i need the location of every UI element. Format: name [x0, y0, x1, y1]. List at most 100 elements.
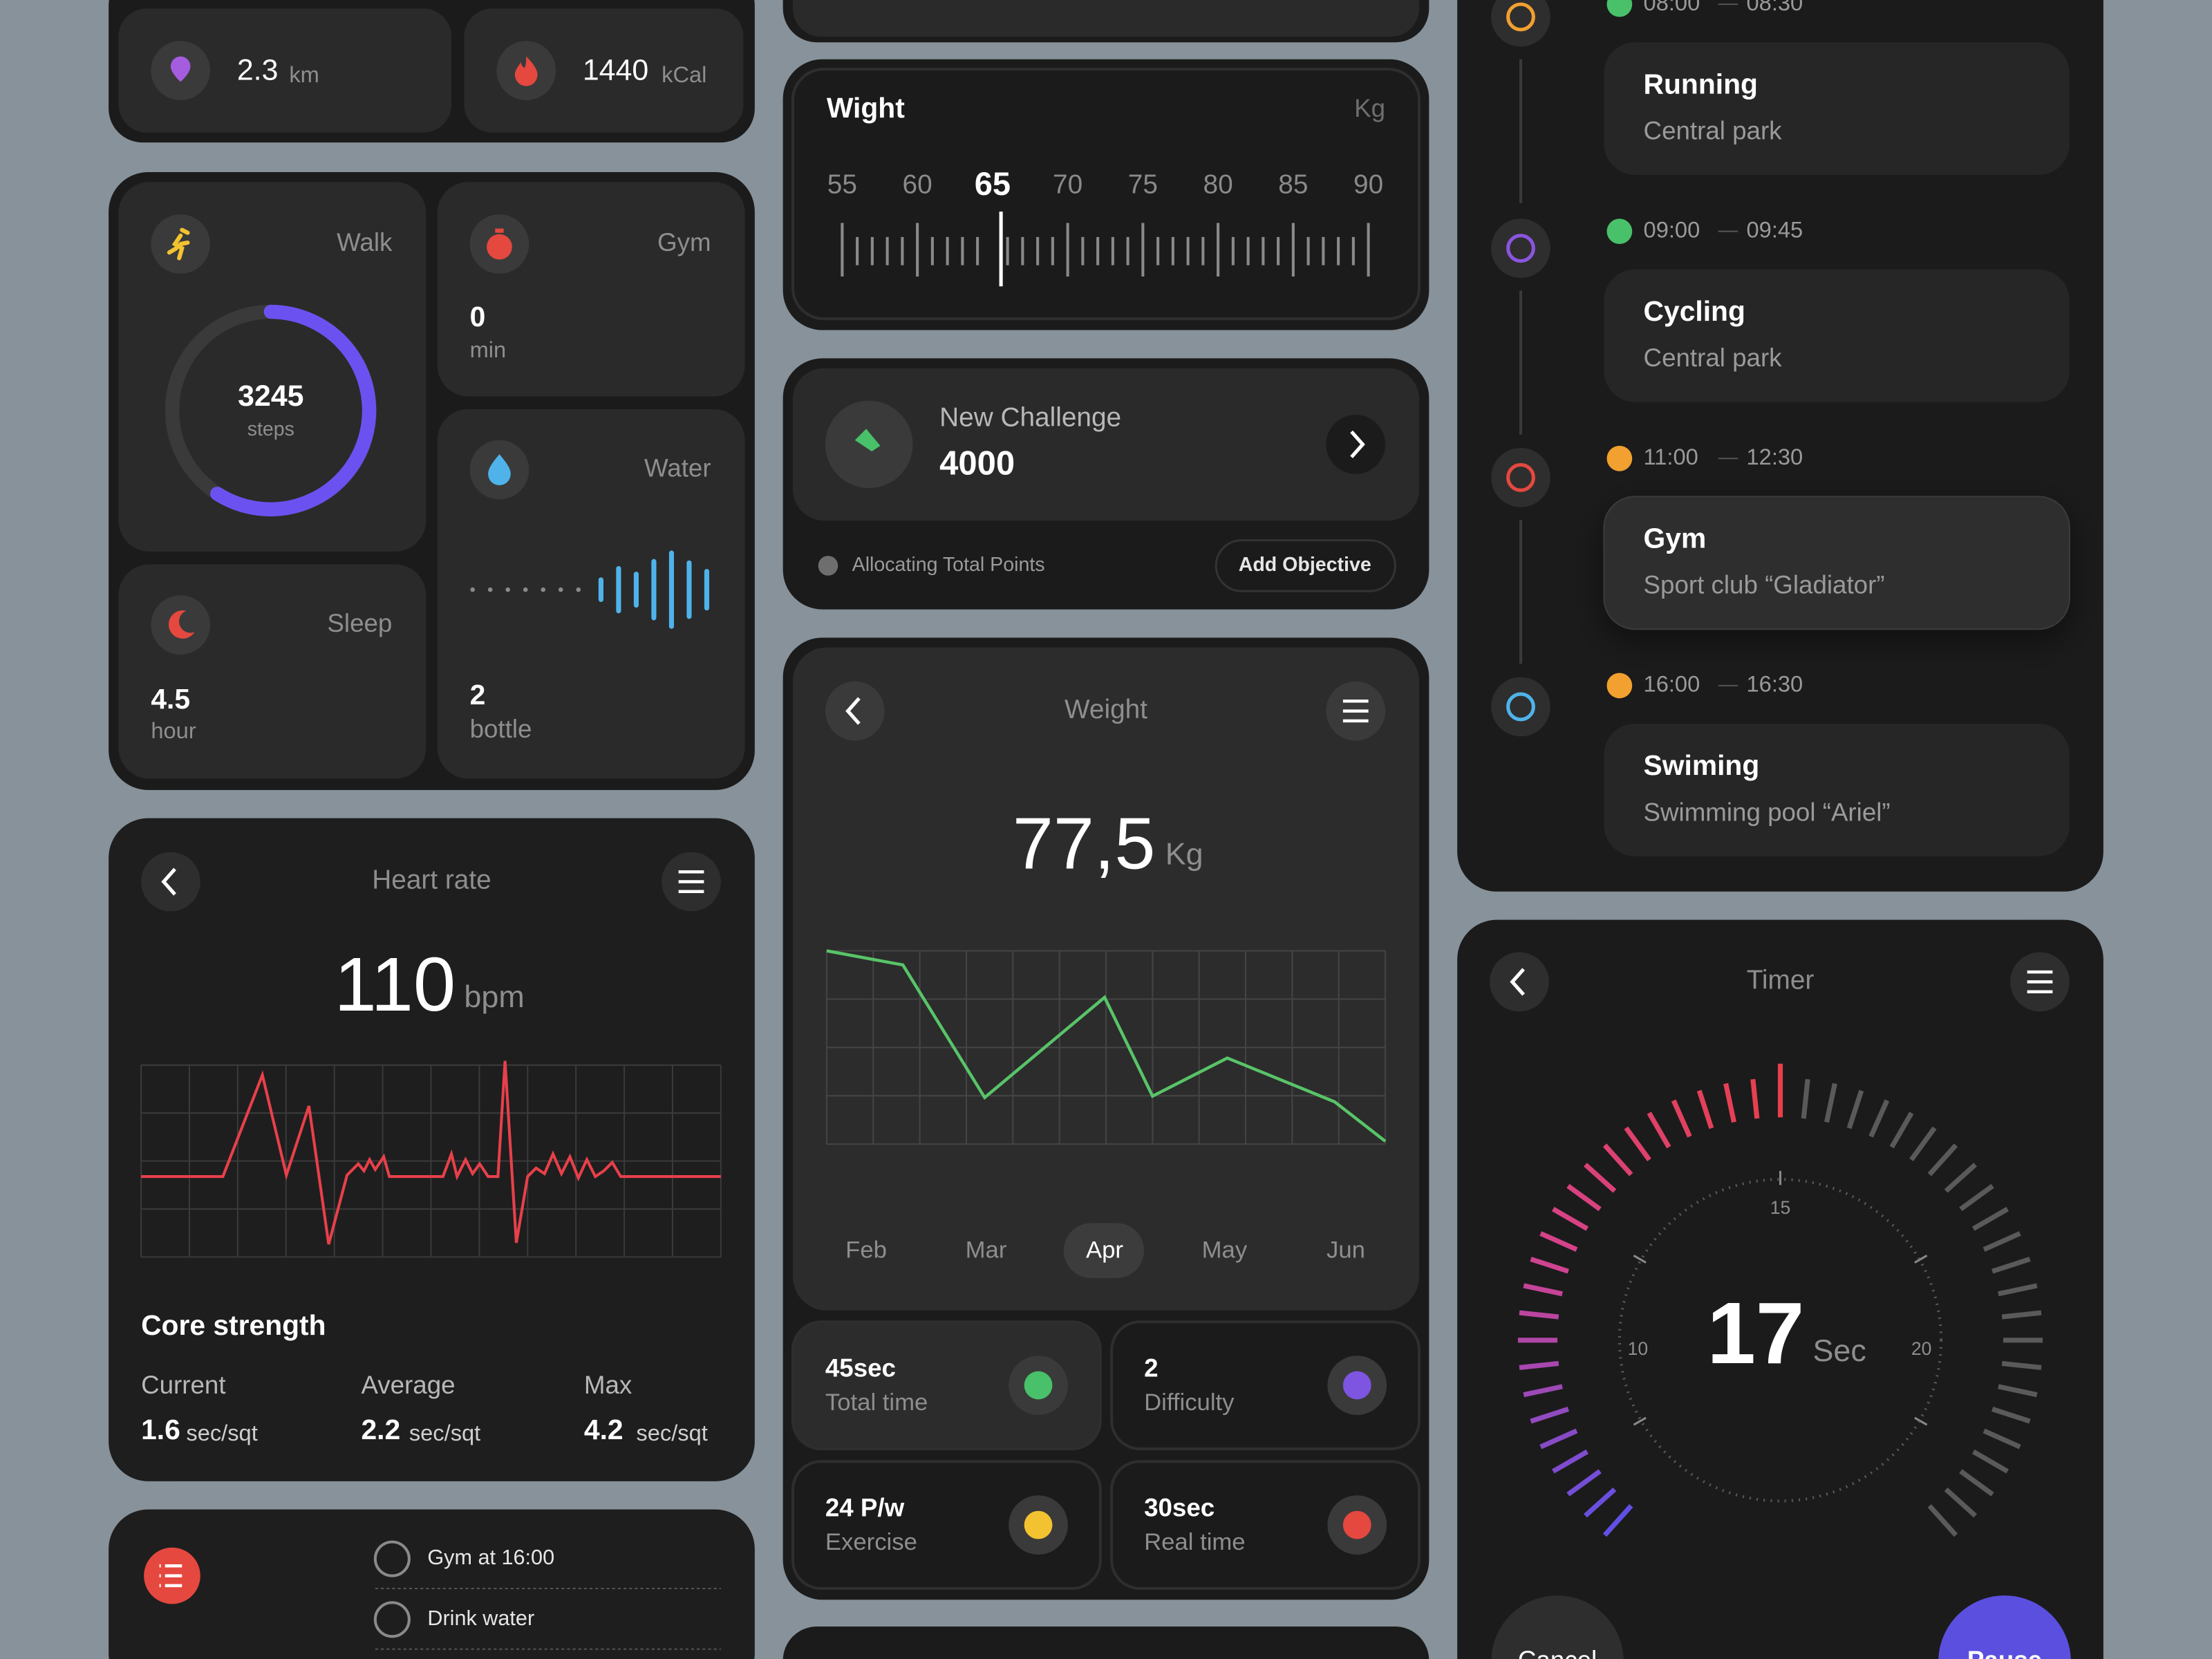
dial-tick	[1983, 1231, 2021, 1252]
heart-rate-line	[141, 1060, 721, 1245]
gym-value: 0	[470, 301, 486, 332]
heart-rate-title: Heart rate	[372, 865, 491, 895]
schedule-item[interactable]	[1604, 42, 2070, 176]
water-wave	[470, 550, 710, 629]
star-icon	[1342, 1371, 1371, 1400]
dial-tick	[1551, 1449, 1589, 1474]
wave-dot	[505, 587, 510, 592]
schedule-list: 08:00 08:30 Running Central park 09:00 09:45 C…	[1491, 0, 2070, 856]
cancel-button[interactable]	[1491, 1595, 1624, 1659]
stat-value: 45sec	[825, 1353, 896, 1382]
item-place: Swimming pool “Ariel”	[1644, 798, 1891, 826]
picker-unit: Kg	[1354, 94, 1385, 122]
month-label[interactable]: Apr	[1086, 1237, 1123, 1263]
dial-tick	[1991, 1407, 2031, 1424]
calories-value: 1440	[583, 53, 648, 86]
schedule-item[interactable]	[1603, 496, 2070, 630]
dial-tick	[1539, 1428, 1578, 1450]
end-time: 16:30	[1747, 671, 1803, 696]
stat-unit: sec/sqt	[186, 1420, 257, 1445]
stat-label: Real time	[1144, 1529, 1246, 1555]
tile	[118, 564, 427, 779]
ruler: 55 60 65 70 75 80 85 90	[827, 166, 1383, 287]
distance-value: 2.3	[237, 53, 279, 86]
dial-tick	[1519, 1310, 1559, 1320]
challenge-note: Allocating Total Points	[852, 554, 1045, 576]
stat-label: Average	[361, 1371, 455, 1399]
stat-value: 2	[1144, 1353, 1158, 1382]
month-label[interactable]: May	[1202, 1237, 1248, 1263]
wave-dot	[523, 587, 528, 592]
weight-line	[826, 949, 1387, 1143]
wave-dot	[487, 587, 493, 592]
clock-icon	[1606, 673, 1633, 699]
tile	[792, 368, 1420, 521]
dial-tick	[2001, 1310, 2042, 1320]
item-title: Cycling	[1644, 295, 1745, 327]
stat-label: Current	[141, 1371, 225, 1399]
dial-label: 10	[1628, 1338, 1649, 1359]
next-button[interactable]	[1326, 415, 1386, 474]
walk-icon	[167, 227, 190, 261]
dial-tick	[1584, 1163, 1617, 1193]
todo-card: Gym at 16:00 Drink water	[109, 1509, 755, 1659]
challenge-card: New Challenge 4000 Allocating Total Poin…	[782, 358, 1430, 610]
inner-tick	[1633, 1416, 1647, 1426]
dial-tick	[1927, 1143, 1958, 1177]
month-label[interactable]: Feb	[845, 1237, 887, 1263]
menu-icon	[1342, 700, 1369, 723]
timer-icon-top	[495, 228, 504, 233]
stat-value: 4.2	[584, 1414, 624, 1445]
weight-picker-card: Wight Kg 55 60 65 70 75 80 85 90	[782, 59, 1430, 330]
back-button[interactable]	[141, 852, 200, 912]
checkbox[interactable]	[373, 1540, 411, 1577]
ruler-label: 85	[1278, 170, 1308, 200]
month-pill[interactable]	[1063, 1223, 1145, 1278]
stat-value: 30sec	[1144, 1493, 1215, 1521]
dial-tick	[1868, 1099, 1890, 1138]
card	[1457, 919, 2103, 1659]
month-label[interactable]: Jun	[1327, 1237, 1365, 1263]
walk-unit: steps	[247, 418, 294, 440]
card	[782, 1627, 1430, 1659]
inner-dial	[1618, 1178, 1943, 1503]
clock-icon	[1606, 445, 1633, 471]
add-objective-button[interactable]	[1215, 539, 1396, 592]
item-title: Running	[1644, 68, 1758, 100]
timer-title: Timer	[1747, 966, 1815, 995]
item-title: Gym	[1644, 522, 1707, 554]
back-button[interactable]	[1490, 952, 1549, 1012]
timer-unit: Sec	[1812, 1333, 1866, 1368]
start-time: 08:00	[1644, 0, 1700, 15]
stat-tile	[791, 1460, 1102, 1590]
back-button[interactable]	[825, 681, 885, 741]
dial-tick	[1971, 1449, 2009, 1474]
location-icon	[170, 56, 191, 82]
water-unit: bottle	[470, 715, 532, 743]
wave-dot	[470, 587, 475, 592]
dial-tick	[1824, 1082, 1837, 1123]
checkbox[interactable]	[373, 1601, 411, 1638]
stat-tile	[1110, 1460, 1421, 1590]
shoe-icon	[854, 429, 881, 452]
timer-value: 17	[1707, 1284, 1804, 1382]
challenge-value: 4000	[939, 444, 1015, 482]
walk-value: 3245	[238, 379, 303, 413]
heart-rate-unit: bpm	[464, 979, 524, 1014]
item-place: Central park	[1644, 117, 1783, 145]
schedule-item[interactable]	[1604, 723, 2070, 856]
stat-unit: sec/sqt	[636, 1420, 707, 1445]
top-card	[782, 0, 1430, 43]
month-label[interactable]: Mar	[966, 1237, 1007, 1263]
dial-tick	[1944, 1487, 1977, 1518]
schedule-item[interactable]	[1604, 269, 2070, 402]
picker-title: Wight	[827, 92, 905, 124]
weight-value: 77,5	[1013, 803, 1156, 885]
pause-button[interactable]	[1938, 1595, 2071, 1659]
ruler-label: 90	[1353, 170, 1383, 200]
dial-tick	[1624, 1126, 1651, 1162]
dial-tick	[1566, 1469, 1602, 1497]
activity-icon-bg	[1491, 0, 1550, 47]
